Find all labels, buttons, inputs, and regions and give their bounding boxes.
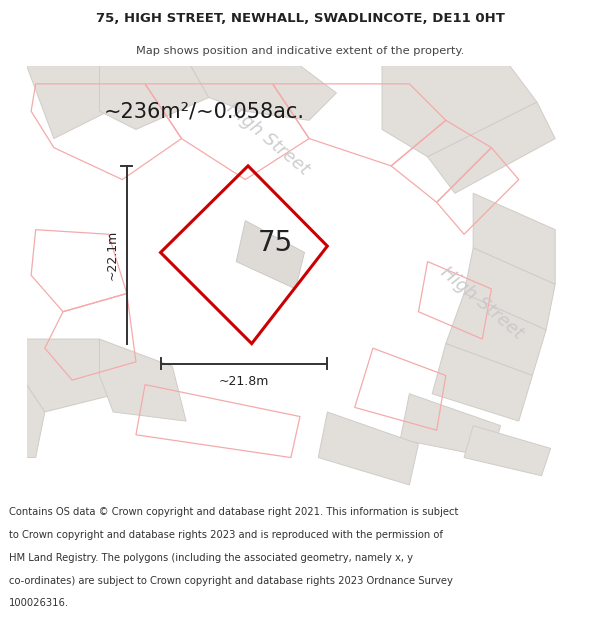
Polygon shape — [464, 248, 555, 330]
Text: to Crown copyright and database rights 2023 and is reproduced with the permissio: to Crown copyright and database rights 2… — [9, 530, 443, 540]
Text: HM Land Registry. The polygons (including the associated geometry, namely x, y: HM Land Registry. The polygons (includin… — [9, 552, 413, 562]
Polygon shape — [400, 394, 500, 458]
Text: High Street: High Street — [437, 263, 527, 343]
Text: High Street: High Street — [223, 99, 313, 178]
Polygon shape — [236, 221, 305, 289]
Polygon shape — [318, 412, 418, 485]
Polygon shape — [446, 294, 546, 376]
Polygon shape — [100, 66, 209, 129]
Polygon shape — [191, 66, 337, 120]
Polygon shape — [26, 384, 45, 458]
Text: Map shows position and indicative extent of the property.: Map shows position and indicative extent… — [136, 46, 464, 56]
Polygon shape — [432, 344, 532, 421]
Polygon shape — [26, 339, 118, 412]
Text: ~22.1m: ~22.1m — [106, 229, 119, 280]
Polygon shape — [428, 102, 555, 193]
Text: co-ordinates) are subject to Crown copyright and database rights 2023 Ordnance S: co-ordinates) are subject to Crown copyr… — [9, 576, 453, 586]
Text: ~21.8m: ~21.8m — [219, 376, 269, 388]
Polygon shape — [100, 339, 186, 421]
Text: 75: 75 — [258, 229, 293, 258]
Text: 100026316.: 100026316. — [9, 598, 69, 608]
Text: ~236m²/~0.058ac.: ~236m²/~0.058ac. — [104, 101, 305, 121]
Polygon shape — [26, 66, 127, 139]
Polygon shape — [464, 426, 551, 476]
Polygon shape — [473, 193, 555, 284]
Polygon shape — [382, 66, 537, 157]
Text: Contains OS data © Crown copyright and database right 2021. This information is : Contains OS data © Crown copyright and d… — [9, 507, 458, 517]
Text: 75, HIGH STREET, NEWHALL, SWADLINCOTE, DE11 0HT: 75, HIGH STREET, NEWHALL, SWADLINCOTE, D… — [95, 12, 505, 25]
